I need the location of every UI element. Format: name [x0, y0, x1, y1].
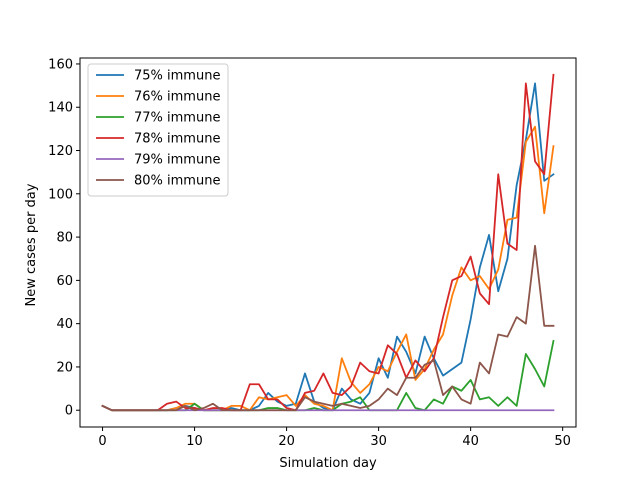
legend-label-5: 79% immune [134, 153, 220, 168]
y-tick-label: 120 [48, 144, 73, 159]
x-tick-label: 30 [370, 434, 387, 449]
y-axis-ticks: 0 20 40 60 80 100 120 140 160 [48, 57, 80, 419]
axes-frame [79, 57, 577, 428]
y-tick-label: 60 [56, 274, 73, 289]
x-tick-label: 40 [462, 434, 479, 449]
y-tick-label: 160 [48, 57, 73, 72]
legend-label-4: 78% immune [134, 132, 220, 147]
x-tick-label: 0 [98, 434, 106, 449]
legend-label-3: 77% immune [134, 111, 220, 126]
legend-label-6: 80% immune [134, 174, 220, 189]
y-tick-label: 20 [56, 360, 73, 375]
x-tick-label: 50 [554, 434, 571, 449]
x-axis-ticks: 0 10 20 30 40 50 [98, 427, 571, 449]
x-axis-label: Simulation day [279, 456, 377, 471]
y-tick-label: 40 [56, 317, 73, 332]
y-tick-label: 100 [48, 187, 73, 202]
y-tick-label: 80 [56, 231, 73, 246]
legend-box [87, 63, 229, 197]
legend-label-1: 75% immune [134, 69, 220, 84]
axes-border [79, 57, 577, 428]
x-tick-label: 20 [278, 434, 295, 449]
y-axis-label: New cases per day [24, 183, 39, 306]
series-line-4 [101, 73, 555, 412]
series-layer [101, 73, 555, 412]
series-line-2 [101, 125, 555, 412]
y-tick-label: 0 [65, 404, 73, 419]
series-line-6 [101, 244, 555, 412]
x-tick-label: 10 [186, 434, 203, 449]
legend-label-2: 76% immune [134, 90, 220, 105]
y-tick-label: 140 [48, 101, 73, 116]
legend: 75% immune 76% immune 77% immune 78% immune… [87, 63, 229, 197]
